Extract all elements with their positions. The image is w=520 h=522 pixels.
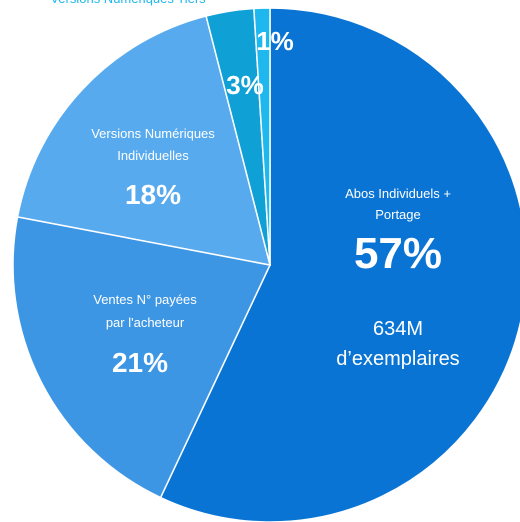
pie-slice	[159, 7, 520, 522]
pie-slice	[253, 7, 271, 266]
value-label: 21%	[112, 347, 168, 378]
annotation: d’exemplaires	[336, 348, 459, 370]
annotation: 634M	[373, 318, 423, 340]
slice-label: Individuelles	[117, 148, 189, 163]
pie-slice	[12, 215, 272, 499]
slice-label: Abos Individuels +	[345, 186, 451, 201]
value-label: 1%	[256, 26, 294, 56]
value-label: 57%	[354, 229, 442, 278]
slice-label: par l'acheteur	[106, 315, 185, 330]
slice-label: Portage	[375, 207, 421, 222]
value-label: 3%	[226, 70, 264, 100]
slice-label: Versions Numériques Tiers	[50, 0, 206, 6]
pie-slice	[16, 15, 272, 266]
slice-label: Ventes N° payées	[93, 292, 197, 307]
value-label: 18%	[125, 179, 181, 210]
slice-label: Versions Numériques	[91, 126, 215, 141]
